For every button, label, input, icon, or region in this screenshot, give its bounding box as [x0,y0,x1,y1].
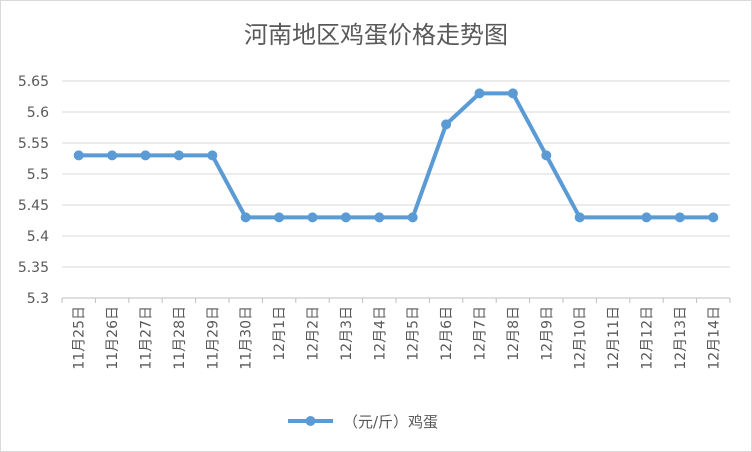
data-point [307,212,318,223]
legend: （元/斤）鸡蛋 [288,413,438,431]
data-point [140,150,151,161]
data-point [173,150,184,161]
data-point [708,212,719,223]
data-points [73,88,719,223]
x-tick-label: 11月25日 [72,306,88,370]
x-tick-label: 12月13日 [673,306,689,370]
data-point [207,150,218,161]
y-tick-label: 5.65 [18,74,49,90]
chart-title: 河南地区鸡蛋价格走势图 [244,21,508,49]
x-tick-label: 12月6日 [439,306,455,361]
y-tick-label: 5.3 [27,291,49,307]
x-tick-label: 12月12日 [640,306,656,370]
y-tick-label: 5.55 [18,136,49,152]
x-tick-label: 12月5日 [406,306,422,361]
data-point [407,212,418,223]
y-axis-ticks: 5.3 5.35 5.4 5.45 5.5 5.55 5.6 5.65 [18,74,49,307]
x-tick-label: 12月14日 [706,306,722,370]
x-axis-ticks: 11月25日 11月26日 11月27日 11月28日 11月29日 11月30日 12月1… [61,297,731,370]
y-tick-label: 5.6 [27,105,49,121]
grid-lines [62,80,730,299]
y-tick-label: 5.4 [27,229,49,245]
data-point [240,212,251,223]
x-tick-label: 12月10日 [573,306,589,370]
data-point [507,88,518,99]
data-point [441,119,452,130]
x-tick-label: 12月2日 [306,306,322,361]
data-point [73,150,84,161]
data-point [541,150,552,161]
x-tick-label: 12月1日 [272,306,288,361]
data-point [474,88,485,99]
x-tick-label: 12月3日 [339,306,355,361]
x-tick-label: 12月8日 [506,306,522,361]
x-tick-label: 11月27日 [139,306,155,370]
data-point [674,212,685,223]
x-tick-label: 11月28日 [172,306,188,370]
x-tick-label: 11月26日 [105,306,121,370]
y-tick-label: 5.45 [18,198,49,214]
legend-point-marker [305,416,316,426]
data-point [641,212,652,223]
x-tick-label: 12月4日 [372,306,388,361]
data-point [107,150,118,161]
x-tick-label: 12月7日 [473,306,489,361]
y-tick-label: 5.35 [18,260,49,276]
data-point [340,212,351,223]
x-tick-label: 11月29日 [205,306,221,370]
x-tick-label: 12月9日 [539,306,555,361]
data-point [574,212,585,223]
data-point [374,212,385,223]
data-point [274,212,285,223]
legend-entry: （元/斤）鸡蛋 [343,413,438,431]
x-tick-label: 12月11日 [606,306,622,370]
x-tick-label: 11月30日 [239,306,255,370]
y-tick-label: 5.5 [27,167,49,183]
